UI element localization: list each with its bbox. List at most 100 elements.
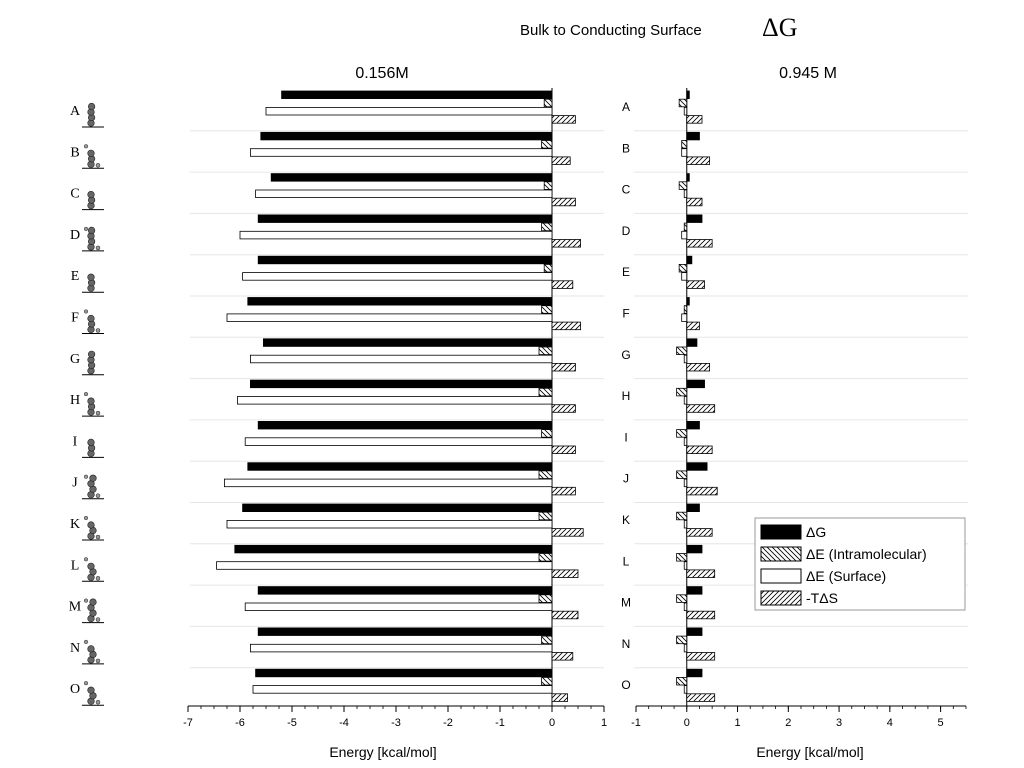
bar-dE_intra-i <box>541 429 553 438</box>
bar-dG-e <box>257 255 553 265</box>
bar-dE_intra-d <box>541 222 553 232</box>
bar-dG-d <box>257 214 553 223</box>
structure-label: M <box>69 600 82 615</box>
structure-label: B <box>70 145 79 160</box>
bar-dE_intra-e <box>678 263 688 273</box>
molecule-icon <box>82 639 104 665</box>
molecule-icon <box>82 191 104 211</box>
structure-label: F <box>71 311 79 326</box>
bar-dE_surf-f <box>681 313 688 322</box>
bar-dE_intra-e <box>543 263 553 273</box>
bar-dE_intra-n <box>541 635 553 645</box>
bar-mTdS-j <box>551 486 576 496</box>
structure-label: A <box>70 104 81 119</box>
side-group <box>95 699 101 705</box>
bar-dE_intra-m <box>538 594 553 603</box>
side-group <box>83 309 89 314</box>
molecule-icon <box>82 273 104 293</box>
category-label: H <box>622 389 631 403</box>
structure-label: J <box>72 476 78 491</box>
legend-label-de-intra: ΔE (Intramolecular) <box>806 546 927 562</box>
atom-sphere <box>87 686 95 694</box>
category-label: F <box>622 307 629 321</box>
bar-dE_surf-a <box>683 107 688 116</box>
category-label: C <box>622 183 631 197</box>
bar-dE_intra-f <box>683 305 688 314</box>
structure-label: E <box>71 269 80 284</box>
side-group <box>83 515 89 521</box>
bar-mTdS-d <box>551 239 582 248</box>
molecule-icon <box>82 392 104 417</box>
x-tick-label: -2 <box>443 717 453 729</box>
bar-dG-h <box>249 379 553 389</box>
molecule-icon <box>82 309 104 334</box>
bar-dG-b <box>686 131 700 141</box>
bar-mTdS-g <box>551 362 576 372</box>
bar-dG-a <box>281 90 553 99</box>
grid-lines <box>190 130 968 669</box>
bar-dG-o <box>686 668 703 678</box>
bar-dE_intra-l <box>676 553 688 562</box>
bar-dE_intra-j <box>676 470 688 479</box>
molecule-structures: A B C D E F G H I J K L M N O <box>69 102 104 706</box>
x-tick-label: 1 <box>601 717 607 729</box>
bar-dG-g <box>262 338 553 347</box>
bar-mTdS-a <box>686 115 703 124</box>
side-group <box>95 658 101 664</box>
panel-left-0156M: -7 -6 -5 -4 -3 -2 -1 0 1 <box>183 88 607 729</box>
bar-dG-c <box>270 173 553 182</box>
side-group <box>83 681 89 686</box>
molecule-icon <box>82 438 104 458</box>
bar-dE_intra-f <box>541 305 553 314</box>
atom-sphere <box>87 102 96 111</box>
bar-dE_intra-i <box>676 429 688 438</box>
bar-mTdS-b <box>551 156 571 165</box>
bar-dG-l <box>234 544 553 554</box>
x-tick-label: 2 <box>785 717 791 729</box>
bar-dE_intra-d <box>683 222 688 232</box>
x-tick-label: -7 <box>183 717 193 729</box>
bar-dE_surf-o <box>683 685 688 694</box>
bar-dG-i <box>686 420 700 430</box>
atom-sphere <box>87 397 95 405</box>
side-group <box>95 328 101 333</box>
side-group <box>83 474 89 479</box>
bar-dE_surf-c <box>255 189 553 198</box>
structure-label: I <box>73 434 78 449</box>
structure-label: L <box>71 558 80 573</box>
bar-dE_intra-h <box>538 387 553 397</box>
bar-dG-m <box>257 586 553 595</box>
molecule-icon <box>82 144 104 169</box>
bar-mTdS-b <box>686 156 711 165</box>
bar-mTdS-h <box>686 404 716 413</box>
atom-sphere <box>87 645 95 653</box>
structure-label: G <box>70 352 80 367</box>
bar-dG-i <box>257 420 553 430</box>
legend-swatch-dg <box>760 524 802 540</box>
bar-dE_surf-k <box>683 520 688 529</box>
bar-mTdS-l <box>686 569 716 578</box>
bar-dG-f <box>247 297 553 306</box>
structure-label: N <box>70 641 80 656</box>
category-label: O <box>621 678 630 692</box>
x-tick-label: 0 <box>684 717 690 729</box>
bar-mTdS-k <box>551 528 584 537</box>
category-label: L <box>623 554 630 568</box>
bar-dG-f <box>686 297 690 306</box>
bar-dE_intra-b <box>681 140 688 149</box>
bar-dE_surf-j <box>683 478 688 488</box>
side-group <box>83 144 89 149</box>
bar-dE_surf-g <box>249 354 553 364</box>
bar-mTdS-j <box>686 486 718 496</box>
side-group <box>95 163 101 168</box>
bar-dE_surf-f <box>226 313 553 322</box>
panel-title-right: 0.945 M <box>779 65 837 82</box>
bar-dG-j <box>686 462 708 471</box>
side-group <box>95 617 101 622</box>
molecule-icon <box>82 102 104 128</box>
atom-sphere <box>87 562 95 570</box>
bar-mTdS-g <box>686 362 711 372</box>
bar-dE_surf-b <box>681 148 688 157</box>
bar-mTdS-m <box>551 610 579 620</box>
legend-swatch-de-intra <box>760 546 802 562</box>
